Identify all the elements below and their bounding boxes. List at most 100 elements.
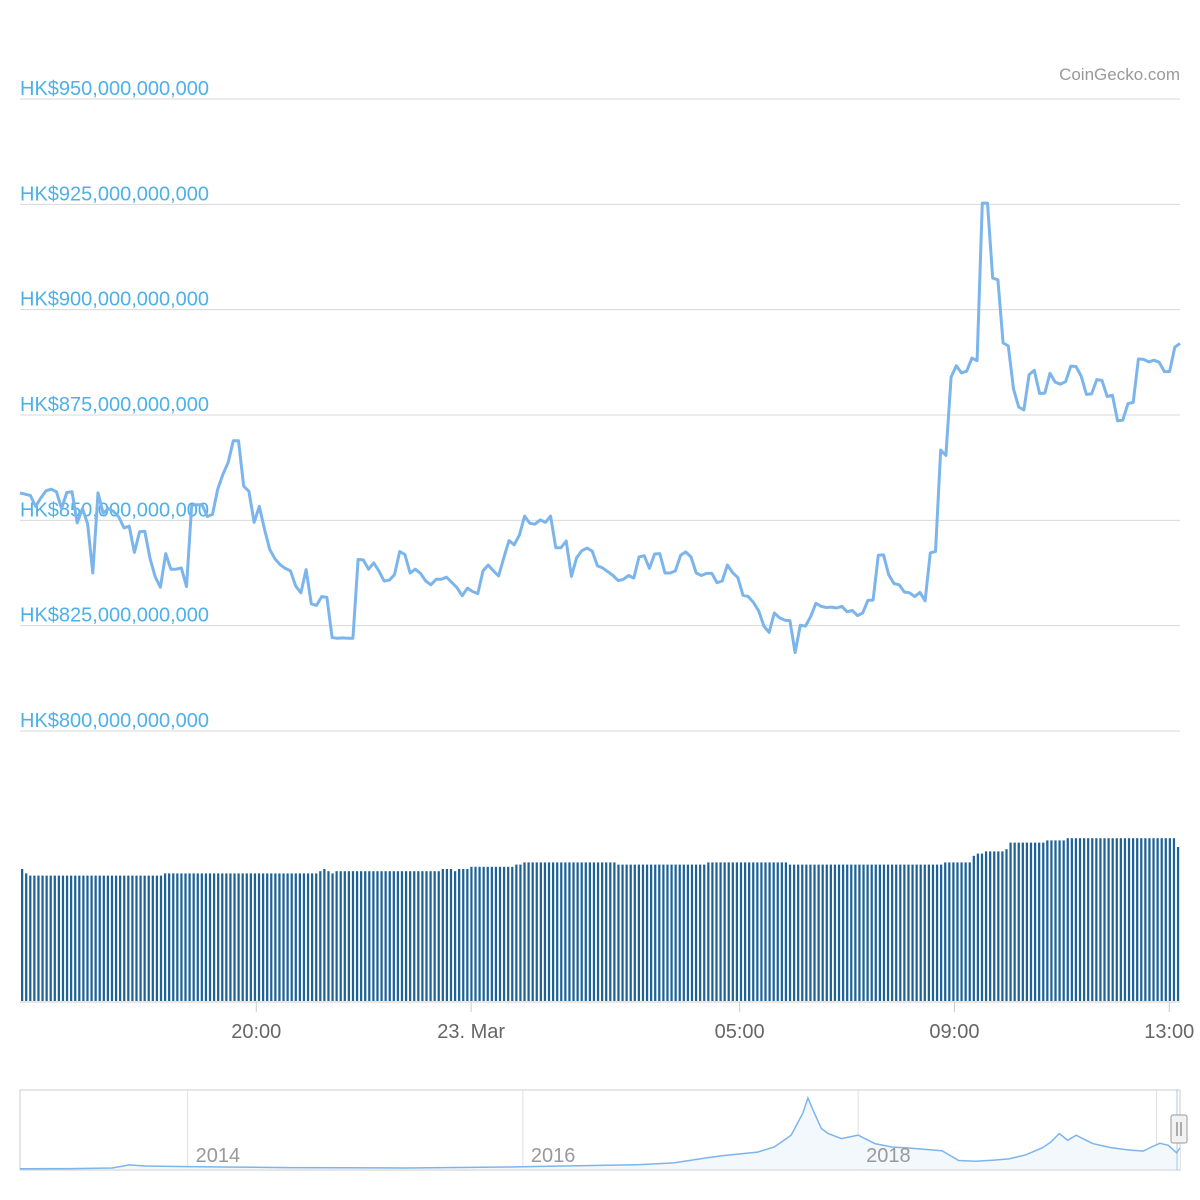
volume-bar: [788, 864, 792, 1001]
volume-bar: [494, 866, 498, 1001]
volume-bar: [629, 864, 632, 1001]
volume-bar: [486, 866, 489, 1001]
volume-bar: [29, 875, 32, 1001]
navigator[interactable]: 2014 2016 2018: [19, 1089, 1188, 1171]
volume-bar: [535, 862, 538, 1001]
volume-bar: [204, 873, 208, 1001]
volume-bar: [674, 864, 677, 1001]
volume-bar: [176, 873, 179, 1001]
x-axis-ticks: 20:00 23. Mar 05:00 09:00 13:00: [231, 1002, 1194, 1043]
x-tick-label: 20:00: [231, 1021, 281, 1043]
volume-bar: [707, 862, 710, 1001]
volume-bar: [666, 864, 669, 1001]
volume-bar: [837, 864, 841, 1001]
volume-bar: [507, 866, 510, 1001]
market-cap-line: [19, 201, 1181, 655]
volume-bar: [490, 866, 493, 1001]
volume-bar: [866, 864, 869, 1001]
volume-bar: [625, 864, 628, 1001]
volume-bar: [817, 864, 820, 1001]
volume-bar: [584, 862, 587, 1001]
volume-bar: [621, 864, 624, 1001]
volume-bar: [433, 871, 436, 1001]
volume-bar: [155, 875, 159, 1001]
volume-bar: [895, 864, 898, 1001]
volume-bar: [809, 864, 812, 1001]
volume-bar: [466, 869, 469, 1001]
volume-bar: [339, 871, 342, 1001]
volume-bar: [94, 875, 97, 1001]
navigator-frame: [19, 1089, 1181, 1171]
volume-bar: [760, 862, 763, 1001]
navigator-year-labels: 2014 2016 2018: [196, 1145, 911, 1167]
volume-bar: [756, 862, 759, 1001]
volume-bar: [319, 871, 322, 1001]
volume-bar: [1017, 842, 1020, 1001]
volume-bar: [829, 864, 832, 1001]
navigator-line: [19, 1095, 1181, 1170]
volume-bar: [1144, 838, 1147, 1001]
volume-bar: [678, 864, 681, 1001]
volume-bar: [200, 873, 203, 1001]
volume-bar: [989, 851, 992, 1001]
volume-bar: [564, 862, 567, 1001]
volume-bar: [531, 862, 534, 1001]
volume-bar: [1152, 838, 1155, 1001]
volume-bar: [498, 866, 502, 1001]
volume-bar: [1172, 838, 1176, 1001]
volume-bar: [694, 864, 698, 1001]
volume-bar: [37, 875, 40, 1001]
volume-bar: [723, 862, 726, 1001]
volume-bar: [478, 866, 481, 1001]
volume-bar: [1095, 838, 1098, 1001]
volume-bar: [1021, 842, 1024, 1001]
volume-bar: [752, 862, 755, 1001]
volume-bar: [605, 862, 608, 1001]
volume-bar: [1176, 847, 1180, 1001]
volume-bar: [1111, 838, 1114, 1001]
volume-bar: [940, 864, 943, 1001]
volume-bar: [903, 864, 906, 1001]
volume-bar: [470, 866, 473, 1001]
volume-bar: [323, 869, 326, 1001]
volume-bar: [53, 875, 56, 1001]
volume-bar: [686, 864, 690, 1001]
credit-link[interactable]: CoinGecko.com: [1059, 65, 1180, 84]
volume-bar: [915, 864, 918, 1001]
volume-bar: [25, 873, 28, 1001]
volume-bar: [270, 873, 273, 1001]
volume-bar: [119, 875, 122, 1001]
volume-bar: [768, 862, 771, 1001]
volume-bar: [123, 875, 126, 1001]
volume-bar: [413, 871, 416, 1001]
volume-bar: [1119, 838, 1122, 1001]
navigator-handle[interactable]: [1170, 1114, 1188, 1144]
volume-bar: [1001, 851, 1004, 1001]
volume-bar: [727, 862, 730, 1001]
y-tick-label: HK$950,000,000,000: [20, 78, 209, 100]
volume-bar: [870, 864, 873, 1001]
volume-bar: [854, 864, 857, 1001]
volume-bar: [592, 862, 596, 1001]
volume-bar: [86, 875, 89, 1001]
volume-bar: [641, 864, 645, 1001]
volume-bar: [74, 875, 77, 1001]
volume-bar: [813, 864, 816, 1001]
navigator-year-label: 2016: [531, 1145, 576, 1167]
volume-bar: [229, 873, 232, 1001]
volume-bar: [1091, 838, 1094, 1001]
volume-bar: [645, 864, 649, 1001]
volume-bar: [968, 862, 971, 1001]
volume-bar: [711, 862, 714, 1001]
volume-bar: [266, 873, 269, 1001]
volume-bar: [409, 871, 412, 1001]
volume-bar: [400, 871, 404, 1001]
volume-bar: [572, 862, 575, 1001]
volume-bar: [682, 864, 685, 1001]
volume-bar: [388, 871, 391, 1001]
volume-bar: [952, 862, 955, 1001]
volume-bar: [392, 871, 395, 1001]
volume-bar: [654, 864, 657, 1001]
volume-bar: [360, 871, 363, 1001]
volume-bar: [131, 875, 134, 1001]
